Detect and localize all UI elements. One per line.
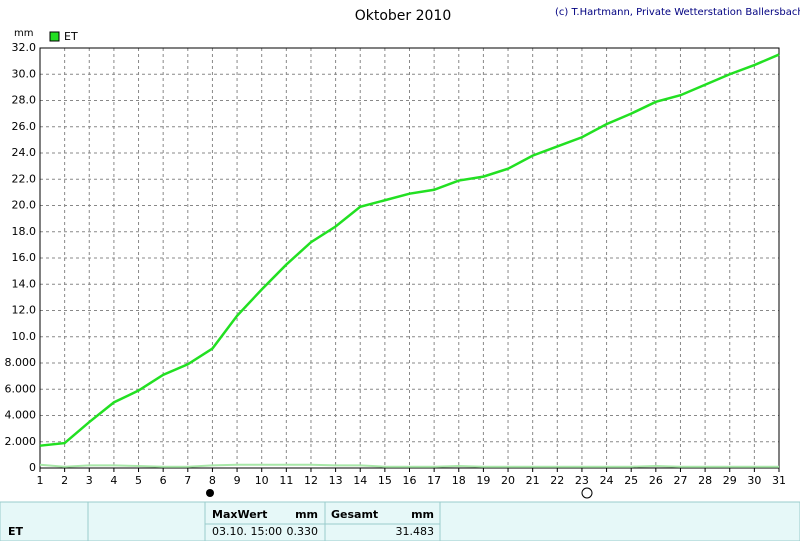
legend-swatch (49, 31, 60, 42)
x-tick-label: 8 (209, 474, 216, 487)
x-tick-label: 26 (649, 474, 663, 487)
x-tick-label: 31 (772, 474, 786, 487)
y-tick-label: 8.000 (5, 356, 37, 369)
series-line (39, 53, 780, 447)
x-tick-label: 21 (526, 474, 540, 487)
series-line (39, 463, 779, 468)
x-tick-label: 29 (723, 474, 737, 487)
cursor-marker (206, 489, 214, 497)
legend-label: ET (64, 30, 78, 43)
x-tick-label: 10 (255, 474, 269, 487)
y-tick-label: 32.0 (12, 41, 37, 54)
total-label: Gesamt (331, 508, 378, 521)
max-label: MaxWert (212, 508, 267, 521)
y-tick-label: 12.0 (12, 304, 37, 317)
y-tick-label: 18.0 (12, 225, 37, 238)
x-tick-label: 4 (110, 474, 117, 487)
y-tick-label: 14.0 (12, 277, 37, 290)
x-tick-label: 11 (279, 474, 293, 487)
x-tick-label: 19 (476, 474, 490, 487)
x-tick-label: 6 (160, 474, 167, 487)
table-series: ET (8, 525, 24, 538)
max-unit: mm (295, 508, 318, 521)
x-tick-label: 20 (501, 474, 515, 487)
info-panel (0, 501, 800, 541)
x-tick-label: 27 (673, 474, 687, 487)
y-tick-label: 30.0 (12, 67, 37, 80)
y-tick-label: 22.0 (12, 172, 37, 185)
max-time: 03.10. 15:00 (212, 525, 282, 538)
y-tick-label: 6.000 (5, 382, 37, 395)
x-tick-label: 15 (378, 474, 392, 487)
x-tick-label: 12 (304, 474, 318, 487)
x-tick-label: 14 (353, 474, 367, 487)
chart-title: Oktober 2010 (355, 8, 452, 24)
credit: (c) T.Hartmann, Private Wetterstation Ba… (555, 7, 800, 18)
total-unit: mm (411, 508, 434, 521)
x-tick-label: 2 (61, 474, 68, 487)
x-tick-label: 23 (575, 474, 589, 487)
y-axis-unit: mm (14, 28, 33, 39)
x-tick-label: 28 (698, 474, 712, 487)
x-tick-label: 7 (184, 474, 191, 487)
x-tick-label: 18 (452, 474, 466, 487)
y-tick-label: 0 (29, 461, 36, 474)
y-tick-label: 20.0 (12, 199, 37, 212)
x-tick-label: 3 (86, 474, 93, 487)
cursor-marker (581, 487, 593, 499)
y-tick-label: 26.0 (12, 120, 37, 133)
x-tick-label: 22 (550, 474, 564, 487)
x-tick-label: 30 (747, 474, 761, 487)
x-tick-label: 5 (135, 474, 142, 487)
x-tick-label: 25 (624, 474, 638, 487)
y-tick-label: 16.0 (12, 251, 37, 264)
x-tick-label: 17 (427, 474, 441, 487)
x-tick-label: 1 (37, 474, 44, 487)
x-tick-label: 9 (234, 474, 241, 487)
x-tick-label: 16 (403, 474, 417, 487)
y-tick-label: 2.000 (5, 435, 37, 448)
x-tick-label: 13 (329, 474, 343, 487)
total-value: 31.483 (396, 525, 435, 538)
y-tick-label: 28.0 (12, 94, 37, 107)
y-tick-label: 24.0 (12, 146, 37, 159)
grid (39, 47, 780, 469)
x-tick-label: 24 (600, 474, 614, 487)
y-tick-label: 4.000 (5, 409, 37, 422)
max-value: 0.330 (287, 525, 319, 538)
y-tick-label: 10.0 (12, 330, 37, 343)
